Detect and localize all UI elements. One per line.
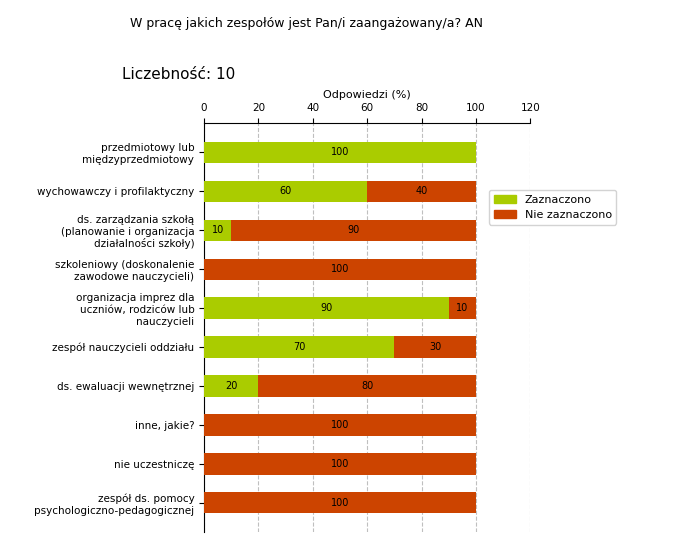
Bar — [204, 453, 476, 474]
Bar — [204, 220, 231, 241]
Text: 100: 100 — [330, 459, 350, 469]
Bar — [204, 259, 476, 280]
Text: 80: 80 — [361, 381, 373, 391]
Bar — [204, 297, 449, 319]
Text: Liczebność: 10: Liczebność: 10 — [122, 67, 236, 82]
Bar — [394, 337, 476, 358]
Legend: Zaznaczono, Nie zaznaczono: Zaznaczono, Nie zaznaczono — [489, 190, 616, 225]
Bar — [204, 375, 258, 396]
Text: 100: 100 — [330, 498, 350, 508]
Text: 100: 100 — [330, 264, 350, 274]
Text: 90: 90 — [320, 303, 333, 313]
Text: 60: 60 — [279, 186, 292, 197]
Text: 10: 10 — [211, 225, 224, 235]
Bar — [367, 181, 476, 202]
Text: 40: 40 — [415, 186, 428, 197]
Text: 100: 100 — [330, 420, 350, 430]
Bar — [449, 297, 476, 319]
Text: 30: 30 — [429, 342, 441, 352]
Text: 10: 10 — [456, 303, 469, 313]
X-axis label: Odpowiedzi (%): Odpowiedzi (%) — [323, 90, 411, 100]
Text: 90: 90 — [347, 225, 360, 235]
Text: 20: 20 — [225, 381, 237, 391]
Bar — [204, 181, 367, 202]
Text: 100: 100 — [330, 147, 350, 157]
Text: W pracę jakich zespołów jest Pan/i zaangażowany/a? AN: W pracę jakich zespołów jest Pan/i zaang… — [129, 17, 483, 30]
Text: 70: 70 — [293, 342, 305, 352]
Bar — [204, 337, 394, 358]
Bar — [231, 220, 476, 241]
Bar — [204, 492, 476, 514]
Bar — [258, 375, 476, 396]
Bar — [204, 414, 476, 436]
Bar — [204, 142, 476, 163]
